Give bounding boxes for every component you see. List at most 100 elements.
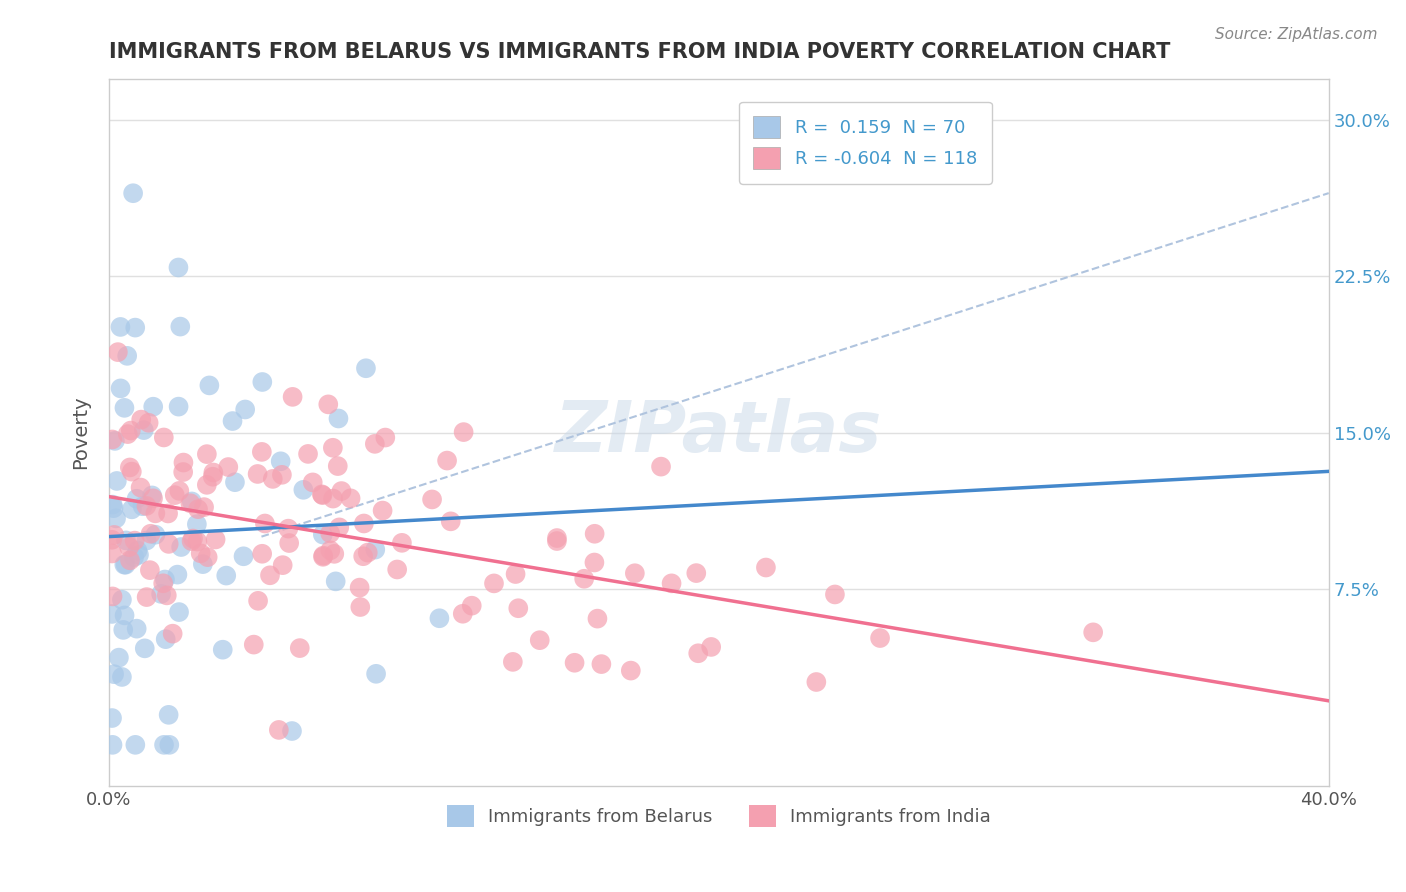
Point <box>135 533 157 548</box>
Point <box>292 483 315 497</box>
Point <box>233 402 256 417</box>
Point <box>267 723 290 737</box>
Point <box>104 434 127 448</box>
Point <box>118 540 141 554</box>
Point <box>583 556 606 570</box>
Point <box>122 186 145 201</box>
Point <box>112 623 135 637</box>
Point <box>583 526 606 541</box>
Text: ZIPatlas: ZIPatlas <box>555 398 883 467</box>
Point <box>128 548 150 562</box>
Point <box>132 423 155 437</box>
Point <box>153 738 176 752</box>
Point <box>153 573 176 587</box>
Point <box>186 517 208 532</box>
Point <box>323 547 346 561</box>
Point <box>191 557 214 571</box>
Point <box>482 576 505 591</box>
Point <box>700 640 723 654</box>
Point <box>262 472 284 486</box>
Point <box>688 646 710 660</box>
Point <box>316 397 339 411</box>
Point <box>115 533 138 548</box>
Point <box>150 587 173 601</box>
Point <box>120 424 142 438</box>
Point <box>139 563 162 577</box>
Point <box>172 456 194 470</box>
Point <box>157 507 180 521</box>
Point <box>349 600 371 615</box>
Text: IMMIGRANTS FROM BELARUS VS IMMIGRANTS FROM INDIA POVERTY CORRELATION CHART: IMMIGRANTS FROM BELARUS VS IMMIGRANTS FR… <box>110 42 1170 62</box>
Point <box>224 475 246 490</box>
Point <box>508 601 530 615</box>
Point <box>281 390 304 404</box>
Point <box>546 531 568 545</box>
Point <box>139 526 162 541</box>
Point <box>121 465 143 479</box>
Point <box>259 568 281 582</box>
Point <box>198 378 221 392</box>
Point <box>232 549 254 564</box>
Point <box>142 400 165 414</box>
Point <box>157 738 180 752</box>
Point <box>145 527 167 541</box>
Point <box>250 547 273 561</box>
Point <box>364 666 387 681</box>
Point <box>201 469 224 483</box>
Point <box>352 549 374 564</box>
Point <box>312 527 335 541</box>
Point <box>181 532 204 546</box>
Point <box>824 587 846 601</box>
Point <box>330 484 353 499</box>
Point <box>101 607 124 621</box>
Point <box>242 638 264 652</box>
Point <box>187 502 209 516</box>
Point <box>312 549 335 564</box>
Point <box>167 260 190 275</box>
Point <box>385 562 408 576</box>
Point <box>101 546 124 560</box>
Point <box>297 447 319 461</box>
Point <box>436 453 458 467</box>
Point <box>288 641 311 656</box>
Point <box>135 499 157 513</box>
Point <box>322 491 344 506</box>
Point <box>328 520 350 534</box>
Point <box>326 459 349 474</box>
Point <box>806 675 828 690</box>
Point <box>440 514 463 528</box>
Point <box>247 594 270 608</box>
Point <box>153 430 176 444</box>
Point <box>124 320 146 334</box>
Point <box>281 724 304 739</box>
Point <box>179 496 201 510</box>
Point <box>461 599 484 613</box>
Point <box>364 542 387 557</box>
Point <box>322 441 344 455</box>
Point <box>349 581 371 595</box>
Point <box>101 711 124 725</box>
Point <box>505 567 527 582</box>
Point <box>141 488 163 502</box>
Point <box>167 605 190 619</box>
Point <box>591 657 613 672</box>
Point <box>311 488 333 502</box>
Point <box>152 576 174 591</box>
Point <box>869 631 891 645</box>
Point <box>117 427 139 442</box>
Point <box>364 437 387 451</box>
Y-axis label: Poverty: Poverty <box>72 396 90 469</box>
Point <box>127 543 149 558</box>
Point <box>278 536 301 550</box>
Point <box>118 460 141 475</box>
Point <box>111 592 134 607</box>
Text: Source: ZipAtlas.com: Source: ZipAtlas.com <box>1215 27 1378 42</box>
Point <box>180 494 202 508</box>
Point <box>301 475 323 490</box>
Point <box>190 546 212 560</box>
Point <box>277 522 299 536</box>
Point <box>197 550 219 565</box>
Point <box>112 558 135 572</box>
Point <box>211 642 233 657</box>
Point <box>135 590 157 604</box>
